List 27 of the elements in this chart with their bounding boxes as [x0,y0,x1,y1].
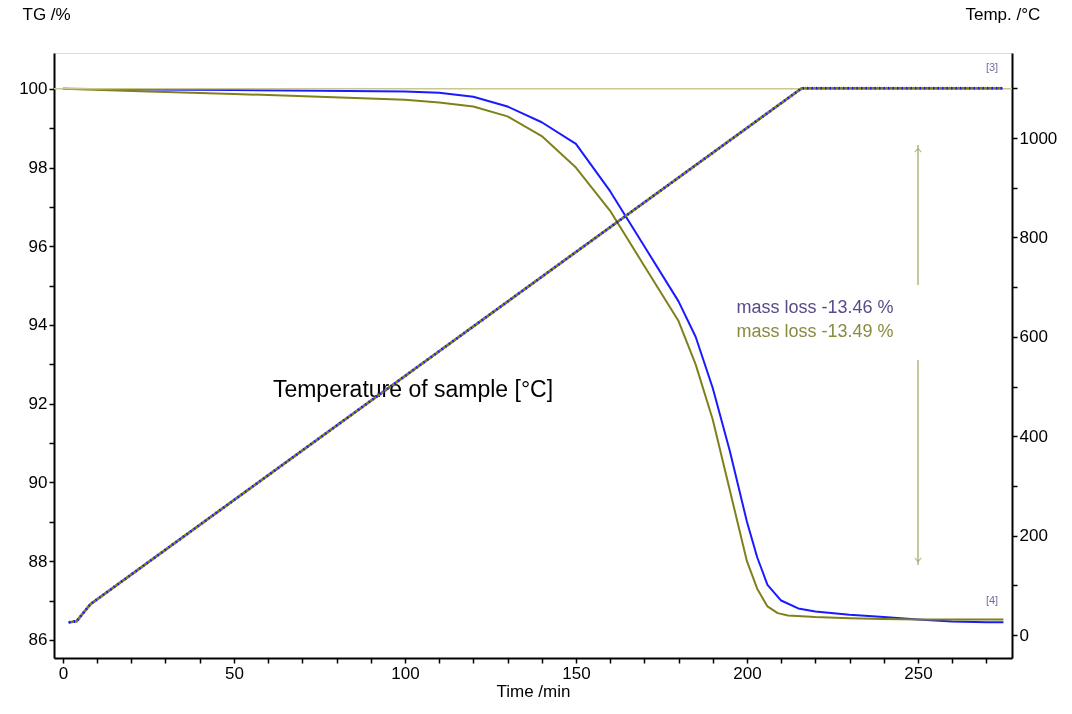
y2-tick-label: 200 [1019,526,1048,546]
y-tick-label: 100 [19,79,48,99]
x-axis-title: Time /min [496,681,571,701]
x-tick-label: 0 [58,663,69,683]
y-tick-label: 86 [28,630,48,650]
y2-tick-label: 800 [1019,227,1048,247]
y-tick-label: 90 [28,472,48,492]
x-tick-label: 250 [904,663,933,683]
y-tick-label: 94 [28,315,48,335]
x-tick-label: 200 [733,663,762,683]
y-tick-label: 98 [28,158,48,178]
y2-axis-title: Temp. /°C [965,4,1041,24]
x-tick-label: 150 [562,663,591,683]
y2-tick-label: 400 [1019,426,1048,446]
y2-tick-label: 600 [1019,327,1048,347]
y-tick-label: 88 [28,551,48,571]
annotation: mass loss -13.49 % [736,321,894,341]
y-tick-label: 96 [28,236,48,256]
x-tick-label: 50 [224,663,244,683]
annotation: mass loss -13.46 % [736,297,894,317]
y-tick-label: 92 [28,394,48,414]
y2-tick-label: 0 [1019,625,1029,645]
annotation: [4] [985,594,999,606]
x-tick-label: 100 [391,663,420,683]
annotation: [3] [985,61,999,73]
y2-tick-label: 1000 [1019,128,1058,148]
y-axis-title: TG /% [22,4,71,24]
